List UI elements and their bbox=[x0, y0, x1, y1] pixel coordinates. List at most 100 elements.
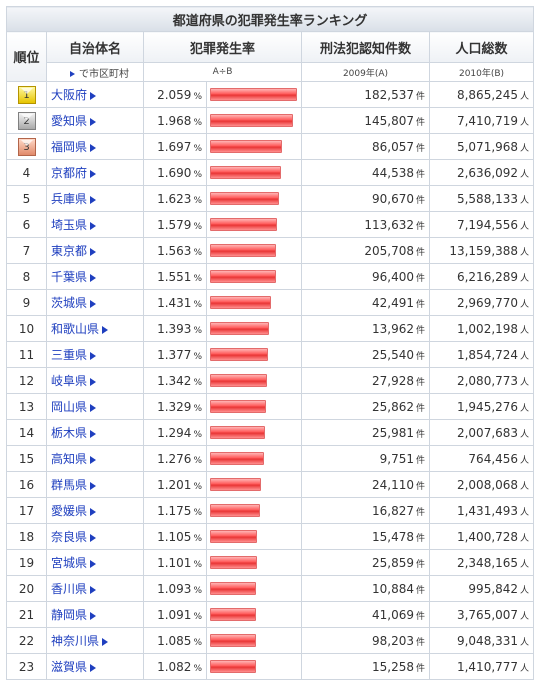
population-cell: 2,636,092 人 bbox=[428, 159, 535, 186]
population-cell: 2,969,770 人 bbox=[428, 289, 535, 316]
rate-unit: % bbox=[193, 403, 202, 414]
rank-medal-icon: 1 bbox=[17, 85, 36, 104]
people-unit: 人 bbox=[520, 429, 530, 440]
rate-bar-cell bbox=[206, 315, 302, 342]
crimes-value: 9,751 bbox=[379, 451, 414, 466]
crimes-cell: 42,491 件 bbox=[301, 289, 430, 316]
rate-unit: % bbox=[193, 91, 202, 102]
rate-value: 1.431 bbox=[157, 295, 192, 310]
people-unit: 人 bbox=[520, 169, 530, 180]
triangle-right-icon[interactable] bbox=[90, 117, 97, 126]
prefecture-link[interactable]: 福岡県 bbox=[51, 140, 87, 154]
prefecture-link[interactable]: 高知県 bbox=[51, 452, 87, 466]
prefecture-link[interactable]: 大阪府 bbox=[51, 88, 87, 102]
triangle-right-icon[interactable] bbox=[90, 611, 97, 620]
people-unit: 人 bbox=[520, 247, 530, 258]
triangle-right-icon[interactable] bbox=[90, 299, 97, 308]
table-row: 19 宮城県 1.101% 25,859 件 2,348,165 人 bbox=[6, 549, 535, 576]
prefecture-link[interactable]: 愛媛県 bbox=[51, 504, 87, 518]
name-cell: 栃木県 bbox=[46, 419, 144, 446]
triangle-right-icon[interactable] bbox=[90, 143, 97, 152]
rate-bar bbox=[210, 634, 256, 647]
triangle-right-icon[interactable] bbox=[90, 481, 97, 490]
prefecture-link[interactable]: 和歌山県 bbox=[51, 322, 99, 336]
rate-value: 1.276 bbox=[157, 451, 192, 466]
table-row: 21 静岡県 1.091% 41,069 件 3,765,007 人 bbox=[6, 601, 535, 628]
rate-bar-cell bbox=[206, 393, 302, 420]
prefecture-link[interactable]: 奈良県 bbox=[51, 530, 87, 544]
population-cell: 995,842 人 bbox=[428, 575, 535, 602]
name-cell: 京都府 bbox=[46, 159, 144, 186]
prefecture-link[interactable]: 京都府 bbox=[51, 166, 87, 180]
rate-header: 犯罪発生率 bbox=[143, 31, 302, 63]
prefecture-link[interactable]: 滋賀県 bbox=[51, 660, 87, 674]
triangle-right-icon[interactable] bbox=[90, 455, 97, 464]
triangle-right-icon[interactable] bbox=[90, 663, 97, 672]
triangle-right-icon[interactable] bbox=[90, 351, 97, 360]
rate-value: 1.579 bbox=[157, 217, 192, 232]
prefecture-link[interactable]: 神奈川県 bbox=[51, 634, 99, 648]
triangle-right-icon[interactable] bbox=[90, 507, 97, 516]
prefecture-link[interactable]: 埼玉県 bbox=[51, 218, 87, 232]
triangle-right-icon[interactable] bbox=[102, 637, 109, 646]
triangle-right-icon[interactable] bbox=[90, 91, 97, 100]
triangle-right-icon[interactable] bbox=[90, 221, 97, 230]
name-cell: 福岡県 bbox=[46, 133, 144, 160]
count-unit: 件 bbox=[415, 169, 425, 180]
triangle-right-icon[interactable] bbox=[90, 247, 97, 256]
table-row: 7 東京都 1.563% 205,708 件 13,159,388 人 bbox=[6, 237, 535, 264]
triangle-right-icon[interactable] bbox=[90, 585, 97, 594]
table-row: 6 埼玉県 1.579% 113,632 件 7,194,556 人 bbox=[6, 211, 535, 238]
triangle-right-icon[interactable] bbox=[90, 273, 97, 282]
prefecture-link[interactable]: 茨城県 bbox=[51, 296, 87, 310]
triangle-right-icon[interactable] bbox=[102, 325, 109, 334]
crimes-value: 113,632 bbox=[364, 217, 414, 232]
rate-unit: % bbox=[193, 273, 202, 284]
crimes-value: 16,827 bbox=[371, 503, 414, 518]
prefecture-link[interactable]: 岐阜県 bbox=[51, 374, 87, 388]
prefecture-link[interactable]: 群馬県 bbox=[51, 478, 87, 492]
population-value: 8,865,245 bbox=[456, 87, 519, 102]
name-cell: 岡山県 bbox=[46, 393, 144, 420]
rate-bar bbox=[210, 582, 257, 595]
prefecture-link[interactable]: 栃木県 bbox=[51, 426, 87, 440]
triangle-right-icon[interactable] bbox=[90, 559, 97, 568]
rank-cell: 6 bbox=[6, 211, 47, 238]
rate-bar-cell bbox=[206, 419, 302, 446]
prefecture-link[interactable]: 愛知県 bbox=[51, 114, 87, 128]
prefecture-link[interactable]: 宮城県 bbox=[51, 556, 87, 570]
triangle-right-icon[interactable] bbox=[90, 377, 97, 386]
crimes-cell: 25,859 件 bbox=[301, 549, 430, 576]
prefecture-link[interactable]: 香川県 bbox=[51, 582, 87, 596]
triangle-right-icon[interactable] bbox=[90, 533, 97, 542]
population-value: 2,969,770 bbox=[456, 295, 519, 310]
people-unit: 人 bbox=[520, 143, 530, 154]
population-cell: 8,865,245 人 bbox=[428, 81, 535, 108]
rate-cell: 1.377% bbox=[143, 341, 207, 368]
population-value: 995,842 bbox=[468, 581, 519, 596]
triangle-right-icon[interactable] bbox=[90, 195, 97, 204]
prefecture-link[interactable]: 兵庫県 bbox=[51, 192, 87, 206]
prefecture-link[interactable]: 静岡県 bbox=[51, 608, 87, 622]
triangle-right-icon[interactable] bbox=[90, 169, 97, 178]
table-title: 都道府県の犯罪発生率ランキング bbox=[5, 6, 535, 32]
rate-value: 1.201 bbox=[157, 477, 192, 492]
prefecture-link[interactable]: 三重県 bbox=[51, 348, 87, 362]
municipality-link[interactable]: で市区町村 bbox=[46, 62, 144, 82]
prefecture-link[interactable]: 岡山県 bbox=[51, 400, 87, 414]
crimes-cell: 96,400 件 bbox=[301, 263, 430, 290]
population-cell: 7,194,556 人 bbox=[428, 211, 535, 238]
prefecture-link[interactable]: 千葉県 bbox=[51, 270, 87, 284]
triangle-right-icon[interactable] bbox=[90, 429, 97, 438]
prefecture-link[interactable]: 東京都 bbox=[51, 244, 87, 258]
count-unit: 件 bbox=[415, 221, 425, 232]
rank-cell: 18 bbox=[6, 523, 47, 550]
crimes-cell: 13,962 件 bbox=[301, 315, 430, 342]
rate-unit: % bbox=[193, 325, 202, 336]
crimes-cell: 44,538 件 bbox=[301, 159, 430, 186]
count-unit: 件 bbox=[415, 143, 425, 154]
rank-cell: 4 bbox=[6, 159, 47, 186]
rank-number: 17 bbox=[18, 503, 35, 518]
population-cell: 2,007,683 人 bbox=[428, 419, 535, 446]
triangle-right-icon[interactable] bbox=[90, 403, 97, 412]
